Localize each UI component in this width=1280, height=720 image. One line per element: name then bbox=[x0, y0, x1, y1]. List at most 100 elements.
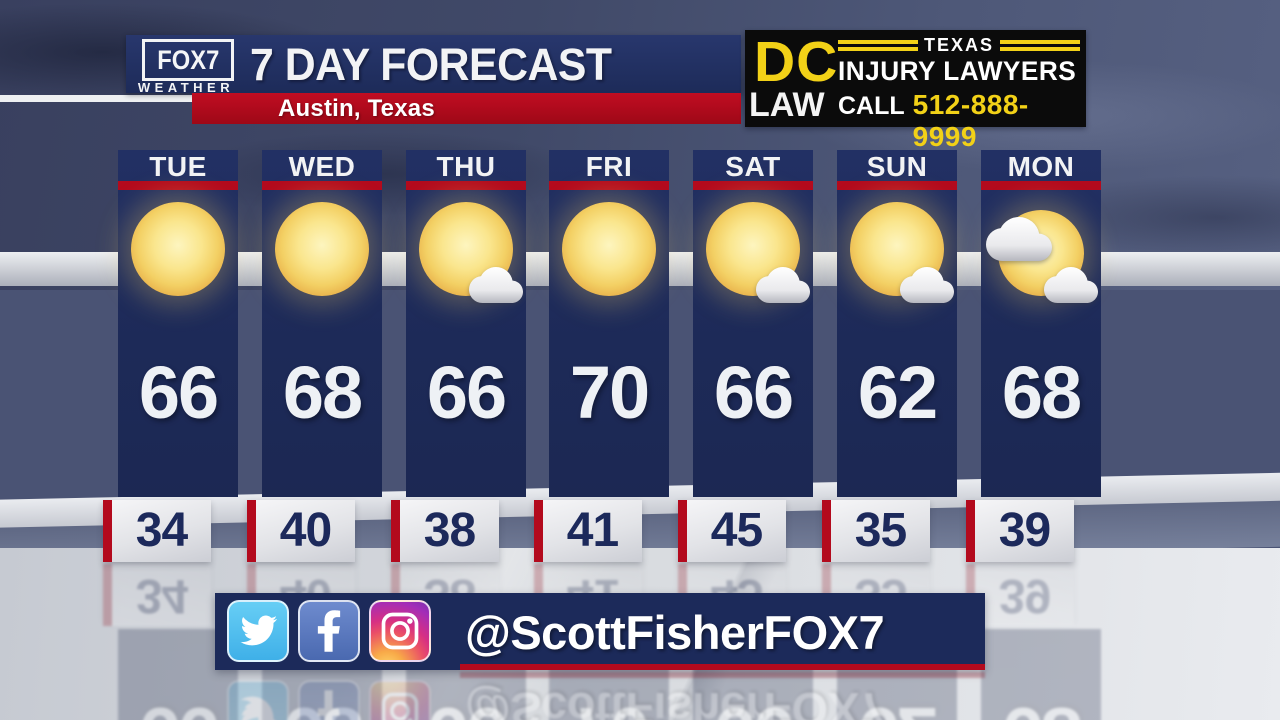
day-divider bbox=[693, 181, 813, 190]
low-temp: 34 bbox=[112, 500, 211, 562]
low-accent-bar bbox=[391, 500, 400, 562]
weather-icon-mostly-sunny bbox=[837, 190, 957, 335]
forecast-day-column: TUE 66 34 bbox=[103, 150, 238, 562]
cloud-icon bbox=[986, 206, 1052, 261]
fox7-logo: FOX7 bbox=[142, 39, 234, 81]
low-accent-bar bbox=[247, 500, 256, 562]
low-temp: 39 bbox=[975, 500, 1074, 562]
weather-icon-sunny bbox=[262, 190, 382, 335]
day-panel: FRI 70 bbox=[549, 150, 669, 497]
ad-decor-bars-right bbox=[1000, 39, 1081, 51]
sun-icon bbox=[562, 202, 656, 296]
social-bar: @ScottFisherFOX7 bbox=[215, 593, 985, 670]
forecast-day-column: MON 68 39 bbox=[966, 150, 1101, 562]
weather-icon-mostly-sunny bbox=[406, 190, 526, 335]
header-bar: FOX7 WEATHER 7 DAY FORECAST bbox=[126, 35, 741, 95]
day-divider bbox=[837, 181, 957, 190]
forecast-day-column: SAT 66 45 bbox=[678, 150, 813, 562]
ad-brand-dc: DC bbox=[754, 30, 839, 94]
cloud-icon bbox=[756, 258, 810, 303]
instagram-icon[interactable] bbox=[369, 600, 431, 662]
sun-icon bbox=[275, 202, 369, 296]
high-temp: 66 bbox=[713, 351, 794, 434]
low-accent-bar bbox=[966, 500, 975, 562]
day-panel: MON 68 bbox=[981, 150, 1101, 497]
ad-decor-bars-left bbox=[838, 39, 918, 51]
sun-icon bbox=[131, 202, 225, 296]
low-temp-box: 38 bbox=[391, 500, 499, 562]
cloud-icon bbox=[1044, 258, 1098, 303]
low-accent-bar bbox=[678, 500, 687, 562]
weather-icon-mostly-sunny bbox=[693, 190, 813, 335]
social-handle: @ScottFisherFOX7 bbox=[465, 606, 885, 659]
low-temp-box: 34 bbox=[103, 500, 211, 562]
low-temp: 40 bbox=[256, 500, 355, 562]
high-temp: 62 bbox=[857, 351, 938, 434]
social-icons bbox=[227, 600, 431, 662]
low-accent-bar bbox=[822, 500, 831, 562]
twitter-icon[interactable] bbox=[227, 600, 289, 662]
day-divider bbox=[981, 181, 1101, 190]
cloud-icon bbox=[900, 258, 954, 303]
day-divider bbox=[549, 181, 669, 190]
day-panel: TUE 66 bbox=[118, 150, 238, 497]
low-temp-box: 45 bbox=[678, 500, 786, 562]
day-panel: SAT 66 bbox=[693, 150, 813, 497]
day-panel: SUN 62 bbox=[837, 150, 957, 497]
set-accent-strip bbox=[0, 95, 195, 102]
forecast-day-column: WED 68 40 bbox=[247, 150, 382, 562]
location-label: Austin, Texas bbox=[278, 95, 435, 122]
weather-icon-sunny bbox=[118, 190, 238, 335]
day-label: MON bbox=[1007, 151, 1075, 182]
cloud-icon bbox=[469, 258, 523, 303]
fox7-weather-label: WEATHER bbox=[137, 80, 235, 95]
day-divider bbox=[406, 181, 526, 190]
low-accent-bar bbox=[103, 500, 112, 562]
low-temp: 45 bbox=[687, 500, 786, 562]
weather-icon-sunny bbox=[549, 190, 669, 335]
ad-call-row: CALL 512-888-9999 bbox=[838, 89, 1080, 153]
location-banner: Austin, Texas bbox=[192, 93, 741, 124]
day-label: SUN bbox=[866, 151, 928, 182]
low-temp-box: 40 bbox=[247, 500, 355, 562]
forecast-day-column: SUN 62 35 bbox=[822, 150, 957, 562]
ad-region-label: TEXAS bbox=[924, 34, 995, 55]
ad-brand-law: LAW bbox=[749, 86, 825, 124]
ad-call-label: CALL bbox=[838, 92, 905, 120]
low-temp-box: 35 bbox=[822, 500, 930, 562]
day-label: THU bbox=[436, 151, 496, 182]
low-temp: 38 bbox=[400, 500, 499, 562]
low-temp: 41 bbox=[543, 500, 642, 562]
low-temp-box: 39 bbox=[966, 500, 1074, 562]
low-accent-bar bbox=[534, 500, 543, 562]
day-panel: THU 66 bbox=[406, 150, 526, 497]
fox7-logo-text: FOX7 bbox=[156, 44, 220, 75]
page-title: 7 DAY FORECAST bbox=[250, 39, 612, 90]
day-label: TUE bbox=[149, 151, 207, 182]
forecast-day-column: THU 66 38 bbox=[391, 150, 526, 562]
high-temp: 66 bbox=[138, 351, 219, 434]
day-label: SAT bbox=[725, 151, 781, 182]
ad-region-row: TEXAS bbox=[838, 34, 1081, 55]
forecast-day-column: FRI 70 41 bbox=[534, 150, 669, 562]
low-temp: 35 bbox=[831, 500, 930, 562]
high-temp: 68 bbox=[282, 351, 363, 434]
ad-headline: INJURY LAWYERS bbox=[838, 56, 1077, 86]
ad-phone-number: 512-888-9999 bbox=[912, 89, 1029, 152]
day-label: WED bbox=[288, 151, 356, 182]
day-divider bbox=[262, 181, 382, 190]
low-temp-box: 41 bbox=[534, 500, 642, 562]
social-red-underline bbox=[460, 664, 985, 670]
ad-right-block: TEXAS INJURY LAWYERS CALL 512-888-9999 bbox=[838, 34, 1081, 153]
day-divider bbox=[118, 181, 238, 190]
day-label: FRI bbox=[585, 151, 633, 182]
facebook-icon[interactable] bbox=[298, 600, 360, 662]
sponsor-ad: DC LAW TEXAS INJURY LAWYERS CALL 512-888… bbox=[745, 30, 1086, 152]
day-panel: WED 68 bbox=[262, 150, 382, 497]
high-temp: 66 bbox=[426, 351, 507, 434]
high-temp: 68 bbox=[1001, 351, 1082, 434]
high-temp: 70 bbox=[569, 351, 650, 434]
weather-icon-partly-cloudy bbox=[981, 190, 1101, 335]
